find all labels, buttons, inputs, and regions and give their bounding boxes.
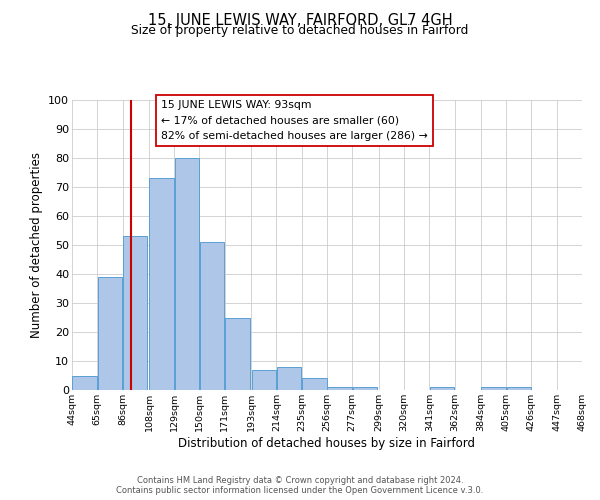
Bar [73,376,97,390]
X-axis label: Distribution of detached houses by size in Fairford: Distribution of detached houses by size … [179,436,476,450]
Bar [98,277,122,390]
Bar [149,178,174,390]
Bar [225,318,250,390]
Text: Size of property relative to detached houses in Fairford: Size of property relative to detached ho… [131,24,469,37]
Bar [251,370,276,390]
Y-axis label: Number of detached properties: Number of detached properties [29,152,43,338]
Text: 15, JUNE LEWIS WAY, FAIRFORD, GL7 4GH: 15, JUNE LEWIS WAY, FAIRFORD, GL7 4GH [148,12,452,28]
Bar [302,378,326,390]
Bar [353,387,377,390]
Text: Contains HM Land Registry data © Crown copyright and database right 2024.: Contains HM Land Registry data © Crown c… [137,476,463,485]
Text: Contains public sector information licensed under the Open Government Licence v.: Contains public sector information licen… [116,486,484,495]
Bar [328,387,352,390]
Bar [430,387,454,390]
Bar [277,367,301,390]
Bar [506,387,531,390]
Bar [481,387,506,390]
Bar [175,158,199,390]
Bar [200,242,224,390]
Bar [123,236,148,390]
Text: 15 JUNE LEWIS WAY: 93sqm
← 17% of detached houses are smaller (60)
82% of semi-d: 15 JUNE LEWIS WAY: 93sqm ← 17% of detach… [161,100,428,141]
